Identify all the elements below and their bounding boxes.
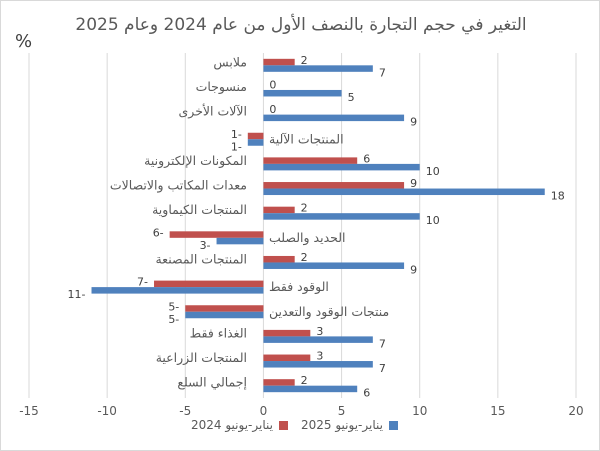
bar bbox=[263, 65, 373, 72]
bar bbox=[185, 311, 264, 319]
data-label: 7 bbox=[379, 337, 386, 350]
bar bbox=[247, 132, 264, 140]
legend-swatch bbox=[388, 420, 398, 430]
data-label: 0 bbox=[269, 103, 276, 116]
data-label: 5- bbox=[168, 313, 179, 326]
data-label: 11- bbox=[68, 288, 86, 301]
bar bbox=[263, 255, 295, 263]
data-label: 2 bbox=[301, 251, 308, 264]
x-tick-label: -5 bbox=[179, 404, 191, 418]
data-label: 9 bbox=[410, 177, 417, 190]
data-label: 10 bbox=[426, 165, 440, 178]
legend-swatch bbox=[278, 420, 288, 430]
legend-label: يناير-يونيو 2025 bbox=[301, 418, 383, 432]
data-label: 2 bbox=[301, 54, 308, 67]
bar bbox=[263, 163, 420, 171]
bar bbox=[263, 385, 358, 393]
bar bbox=[263, 329, 311, 337]
category-label: الوقود فقط bbox=[269, 279, 329, 295]
data-label: 2 bbox=[301, 374, 308, 387]
bar bbox=[154, 280, 264, 288]
data-label: 10 bbox=[426, 214, 440, 227]
category-label: المنتجات الآلية bbox=[269, 131, 344, 146]
data-label: 9 bbox=[410, 116, 417, 129]
x-tick-label: 15 bbox=[490, 404, 505, 418]
chart-title: التغير في حجم التجارة بالنصف الأول من عا… bbox=[75, 15, 527, 35]
category-label: منسوجات bbox=[196, 79, 247, 95]
category-label: المنتجات الزراعية bbox=[156, 350, 247, 366]
data-label: 2 bbox=[301, 202, 308, 215]
bar bbox=[263, 114, 405, 122]
data-label: 6 bbox=[363, 387, 370, 400]
data-label: 1- bbox=[231, 128, 242, 141]
category-label: إجمالي السلع bbox=[177, 375, 247, 390]
bar bbox=[263, 89, 342, 97]
bar bbox=[263, 58, 295, 66]
x-tick-label: -15 bbox=[19, 404, 39, 418]
bar bbox=[263, 188, 545, 196]
category-label: الغذاء فقط bbox=[190, 325, 247, 340]
data-label: 5- bbox=[168, 300, 179, 313]
legend-label: يناير-يونيو 2024 bbox=[191, 418, 273, 432]
category-label: المكونات الإلكترونية bbox=[144, 153, 247, 169]
bar bbox=[185, 305, 264, 312]
data-label: 7 bbox=[379, 66, 386, 79]
x-tick-label: 20 bbox=[568, 404, 583, 418]
data-label: 9 bbox=[410, 263, 417, 276]
data-label: 3 bbox=[316, 350, 323, 363]
data-label: 3- bbox=[200, 239, 211, 252]
data-label: 18 bbox=[551, 190, 565, 203]
unit-label: % bbox=[15, 31, 33, 52]
data-label: 3 bbox=[316, 325, 323, 338]
category-label: منتجات الوقود والتعدين bbox=[269, 304, 389, 320]
x-tick-label: 10 bbox=[412, 404, 427, 418]
category-label: المنتجات المصنعة bbox=[155, 251, 247, 266]
category-label: الآلات الأخرى bbox=[179, 104, 247, 120]
data-label: 7- bbox=[137, 276, 148, 289]
category-label: معدات المكاتب والاتصالات bbox=[110, 178, 247, 194]
x-tick-label: 5 bbox=[338, 404, 346, 418]
bar bbox=[263, 379, 295, 386]
bar bbox=[216, 237, 264, 245]
data-label: 7 bbox=[379, 362, 386, 375]
bar bbox=[247, 139, 264, 146]
bar bbox=[263, 262, 405, 269]
x-tick-label: -10 bbox=[97, 404, 117, 418]
bar bbox=[169, 231, 264, 238]
data-label: 1- bbox=[231, 140, 242, 153]
bar bbox=[263, 354, 311, 362]
legend-item-2025: يناير-يونيو 2025 bbox=[301, 418, 398, 432]
category-label: المنتجات الكيماوية bbox=[152, 202, 247, 218]
category-label: الحديد والصلب bbox=[269, 230, 346, 246]
category-label: ملابس bbox=[213, 54, 247, 70]
data-label: 0 bbox=[269, 78, 276, 91]
bar bbox=[263, 336, 373, 343]
bar bbox=[263, 213, 420, 220]
data-label: 6- bbox=[153, 226, 164, 239]
data-label: 5 bbox=[348, 91, 355, 104]
bar bbox=[263, 361, 373, 368]
x-tick-label: 0 bbox=[260, 404, 268, 418]
bar bbox=[263, 206, 295, 214]
bar bbox=[263, 157, 358, 164]
legend-item-2024: يناير-يونيو 2024 bbox=[191, 418, 288, 432]
data-label: 6 bbox=[363, 152, 370, 165]
bar bbox=[91, 287, 264, 294]
bar bbox=[263, 182, 405, 189]
